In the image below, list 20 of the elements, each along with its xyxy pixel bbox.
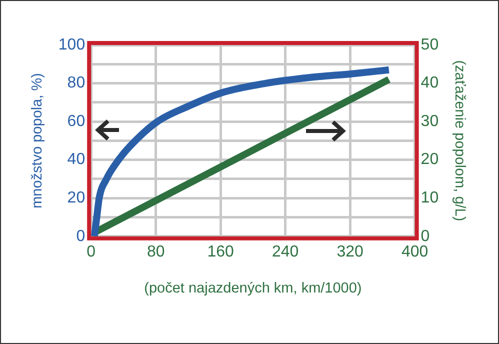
y-tick-label: 20 xyxy=(67,190,86,207)
y-tick-label: 80 xyxy=(67,74,86,92)
y-axis-title: množstvo popola, %) xyxy=(30,72,46,208)
y2-tick-label: 30 xyxy=(420,112,439,130)
x-tick-label: 320 xyxy=(336,243,364,260)
y2-axis-title: (zaťaženie popolom, g/L) xyxy=(451,60,468,222)
x-axis-title: (počet najazdených km, km/1000) xyxy=(144,280,362,296)
x-tick-label: 160 xyxy=(207,243,234,260)
x-tick-label: 240 xyxy=(272,243,299,260)
y-tick-label: 0 xyxy=(76,228,86,245)
y-tick-label: 60 xyxy=(67,112,86,130)
x-tick-label: 400 xyxy=(401,243,428,260)
y2-tick-label: 0 xyxy=(420,228,430,245)
y2-tick-label: 50 xyxy=(420,36,439,54)
y-tick-label: 40 xyxy=(67,151,86,168)
y2-tick-label: 40 xyxy=(420,74,439,92)
y2-tick-label: 20 xyxy=(420,151,439,168)
x-tick-label: 80 xyxy=(146,243,165,260)
y-tick-label: 100 xyxy=(58,36,86,54)
y2-tick-label: 10 xyxy=(420,190,439,207)
